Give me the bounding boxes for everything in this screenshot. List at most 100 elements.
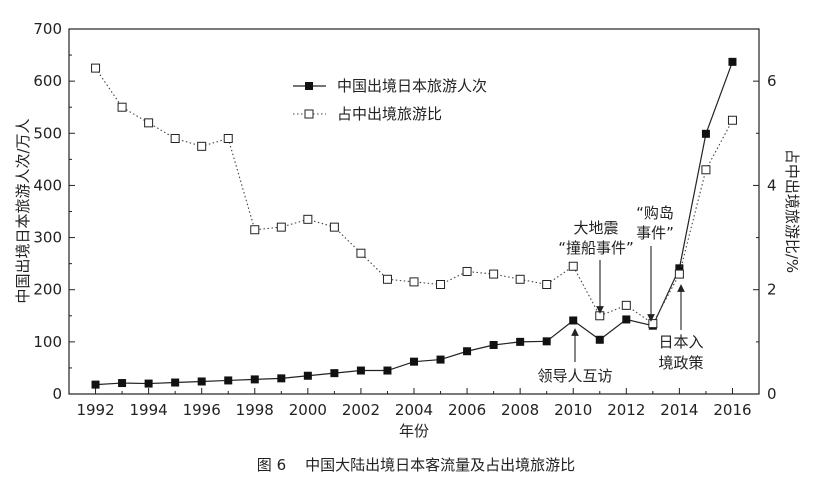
y-right-tick-label: 6 [767,72,777,90]
annotation-leaders-visit-line1: 领导人互访 [537,367,612,385]
data-point-arrivals [569,316,578,325]
data-point-arrivals [701,129,710,138]
data-point-share [409,277,419,287]
x-tick-label: 2010 [554,401,592,419]
data-point-arrivals [410,357,418,366]
y-left-tick-label: 0 [52,385,62,403]
y-right-tick-label: 4 [767,176,777,194]
data-point-share [701,165,711,175]
figure-caption: 图 6 中国大陆出境日本客流量及占出境旅游比 [257,456,575,474]
x-tick-label: 2014 [660,401,698,419]
data-point-arrivals [197,377,206,386]
data-point-arrivals [171,378,180,387]
x-tick-labels: 1992 1994 1996 1998 2000 2002 2004 2006 2008 2010… [76,401,751,419]
legend: 中国出境日本旅游人次 占中出境旅游比 [293,77,487,123]
x-tick-label: 2002 [342,401,380,419]
data-point-share [542,280,552,289]
data-point-share [250,225,260,235]
data-point-arrivals [330,369,339,378]
x-tick-label: 2008 [501,401,539,419]
annotation-japan-entry-policy-line2: 境政策 [658,354,703,372]
data-point-share [436,280,446,289]
y-left-tick-label: 200 [33,281,62,299]
y-left-tick-label: 600 [33,72,62,90]
y-left-axis-title: 中国出境日本旅游人次/万人 [14,118,32,303]
y-left-tick-label: 500 [33,124,62,142]
data-point-share [621,300,631,310]
y-left-tick-labels: 0 100 200 300 400 500 600 700 [33,20,62,403]
data-point-arrivals [118,379,127,388]
annotation-earthquake-line1: 大地震 [573,219,618,237]
y-right-tick-label: 0 [767,385,777,403]
data-point-share [329,222,339,232]
x-axis-title: 年份 [399,422,429,440]
data-point-arrivals [489,340,498,349]
x-tick-label: 1996 [183,401,221,419]
legend-item-arrivals: 中国出境日本旅游人次 [293,77,487,95]
x-tick-label: 2006 [448,401,486,419]
data-point-share [303,214,313,224]
data-point-share [595,311,605,321]
data-point-arrivals [463,347,472,356]
legend-label-share: 占中出境旅游比 [337,105,442,123]
axis-ticks [68,28,760,395]
legend-label-arrivals: 中国出境日本旅游人次 [337,77,487,95]
annotation-japan-entry-policy-line1: 日本入 [658,333,703,351]
data-point-share [674,269,684,279]
data-point-arrivals [542,337,551,346]
y-left-tick-label: 100 [33,333,62,351]
data-point-arrivals [728,57,737,66]
x-tick-label: 2004 [395,401,433,419]
data-point-arrivals [224,376,233,385]
data-point-arrivals [144,379,153,388]
annotation-leaders-visit: 领导人互访 [537,328,613,385]
y-left-tick-label: 700 [33,20,62,38]
data-point-share [223,134,233,143]
x-tick-label: 1992 [76,401,114,419]
data-point-share [727,115,737,125]
legend-item-share: 占中出境旅游比 [293,105,442,123]
data-point-share [276,222,286,232]
annotation-japan-entry-policy: 日本入 境政策 [658,284,704,372]
y-left-tick-label: 400 [33,176,62,194]
annotation-island-purchase: “购岛 事件” [636,204,674,322]
data-point-arrivals [91,380,100,389]
x-tick-label: 1998 [236,401,274,419]
data-point-arrivals [383,366,392,375]
y-right-axis-title: 占中出境旅游比/% [783,149,801,273]
data-point-arrivals [622,315,631,324]
data-point-share [117,102,127,112]
data-point-share [170,134,180,143]
data-point-share [144,118,154,128]
data-point-arrivals [250,375,259,384]
annotation-earthquake-line2: “撞船事件” [558,239,634,257]
data-point-arrivals [303,371,312,380]
data-point-share [568,261,578,271]
data-point-share [356,248,366,258]
x-tick-label: 2000 [289,401,327,419]
data-point-arrivals [277,374,286,383]
data-point-share [489,269,499,279]
y-left-tick-label: 300 [33,229,62,247]
data-point-share [91,63,101,73]
annotations: 领导人互访 大地震 “撞船事件” “购岛 事件” 日本入 境政策 [537,204,703,385]
x-tick-label: 1994 [130,401,168,419]
annotation-island-purchase-line2: 事件” [636,224,674,242]
data-point-arrivals [675,264,684,273]
annotation-earthquake: 大地震 “撞船事件” [558,219,634,314]
data-point-arrivals [516,337,525,346]
data-point-share [515,274,525,284]
data-point-share [462,266,472,276]
y-right-tick-label: 2 [767,281,777,299]
data-point-arrivals [356,366,365,375]
data-point-share [197,141,207,151]
legend-marker-open-square [304,109,314,119]
x-tick-label: 2016 [713,401,751,419]
y-right-tick-labels: 0 2 4 6 [767,72,777,403]
x-tick-label: 2012 [607,401,645,419]
data-point-arrivals [436,355,445,364]
legend-marker-filled-square [305,82,313,90]
data-point-arrivals [595,335,604,344]
series-layer [91,57,737,389]
